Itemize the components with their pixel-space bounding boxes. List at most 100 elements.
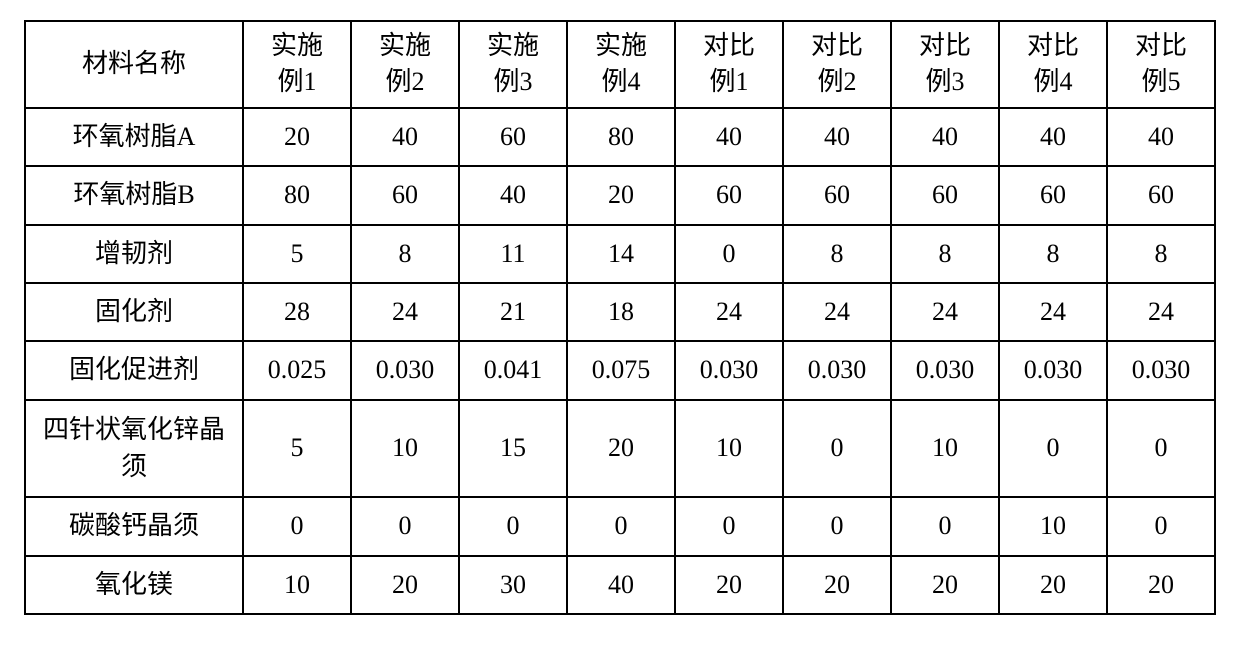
- row-6-c5: 0: [783, 497, 891, 555]
- row-6-c3: 0: [567, 497, 675, 555]
- header-col-3: 实施 例4: [567, 21, 675, 108]
- table-row: 氧化镁 10 20 30 40 20 20 20 20 20: [25, 556, 1215, 614]
- header-col-1-l1: 实施: [356, 28, 454, 64]
- row-0-label: 环氧树脂A: [25, 108, 243, 166]
- row-3-c0: 28: [243, 283, 351, 341]
- row-5-c6: 10: [891, 400, 999, 497]
- row-5-label-l2: 须: [30, 448, 238, 486]
- row-2-c3: 14: [567, 225, 675, 283]
- materials-table: 材料名称 实施 例1 实施 例2 实施 例3 实施 例4: [24, 20, 1216, 615]
- row-4-c7: 0.030: [999, 341, 1107, 399]
- row-7-c2: 30: [459, 556, 567, 614]
- header-col-4: 对比 例1: [675, 21, 783, 108]
- row-6-label: 碳酸钙晶须: [25, 497, 243, 555]
- row-5-c2: 15: [459, 400, 567, 497]
- row-2-c8: 8: [1107, 225, 1215, 283]
- header-col-4-l1: 对比: [680, 28, 778, 64]
- row-6-c7: 10: [999, 497, 1107, 555]
- row-4-c2: 0.041: [459, 341, 567, 399]
- header-col-7-l1: 对比: [1004, 28, 1102, 64]
- header-col-1-l2: 例2: [356, 64, 454, 100]
- row-7-c8: 20: [1107, 556, 1215, 614]
- row-6-c4: 0: [675, 497, 783, 555]
- row-0-c1: 40: [351, 108, 459, 166]
- table-row: 环氧树脂A 20 40 60 80 40 40 40 40 40: [25, 108, 1215, 166]
- row-3-c8: 24: [1107, 283, 1215, 341]
- row-4-c5: 0.030: [783, 341, 891, 399]
- table-row: 固化剂 28 24 21 18 24 24 24 24 24: [25, 283, 1215, 341]
- header-col-6-l2: 例3: [896, 64, 994, 100]
- row-5-c5: 0: [783, 400, 891, 497]
- row-7-c1: 20: [351, 556, 459, 614]
- row-1-c2: 40: [459, 166, 567, 224]
- header-col-1: 实施 例2: [351, 21, 459, 108]
- header-col-6: 对比 例3: [891, 21, 999, 108]
- header-col-3-l2: 例4: [572, 64, 670, 100]
- row-1-c7: 60: [999, 166, 1107, 224]
- row-7-c4: 20: [675, 556, 783, 614]
- row-7-c5: 20: [783, 556, 891, 614]
- row-1-c5: 60: [783, 166, 891, 224]
- row-4-label: 固化促进剂: [25, 341, 243, 399]
- row-1-label: 环氧树脂B: [25, 166, 243, 224]
- materials-table-container: 材料名称 实施 例1 实施 例2 实施 例3 实施 例4: [0, 0, 1240, 635]
- table-row: 固化促进剂 0.025 0.030 0.041 0.075 0.030 0.03…: [25, 341, 1215, 399]
- row-2-c7: 8: [999, 225, 1107, 283]
- row-7-c7: 20: [999, 556, 1107, 614]
- row-6-c1: 0: [351, 497, 459, 555]
- header-name: 材料名称: [25, 21, 243, 108]
- row-7-c6: 20: [891, 556, 999, 614]
- header-col-6-l1: 对比: [896, 28, 994, 64]
- row-5-c4: 10: [675, 400, 783, 497]
- row-0-c0: 20: [243, 108, 351, 166]
- row-1-c1: 60: [351, 166, 459, 224]
- header-col-8-l1: 对比: [1112, 28, 1210, 64]
- header-col-2-l1: 实施: [464, 28, 562, 64]
- row-2-c0: 5: [243, 225, 351, 283]
- row-0-c5: 40: [783, 108, 891, 166]
- header-col-5-l1: 对比: [788, 28, 886, 64]
- header-col-0-l1: 实施: [248, 28, 346, 64]
- row-7-label: 氧化镁: [25, 556, 243, 614]
- row-5-c8: 0: [1107, 400, 1215, 497]
- header-col-8-l2: 例5: [1112, 64, 1210, 100]
- row-0-c2: 60: [459, 108, 567, 166]
- row-1-c0: 80: [243, 166, 351, 224]
- header-col-2-l2: 例3: [464, 64, 562, 100]
- header-col-3-l1: 实施: [572, 28, 670, 64]
- row-4-c8: 0.030: [1107, 341, 1215, 399]
- row-6-c0: 0: [243, 497, 351, 555]
- row-2-c6: 8: [891, 225, 999, 283]
- row-5-label-l1: 四针状氧化锌晶: [30, 411, 238, 449]
- row-4-c1: 0.030: [351, 341, 459, 399]
- row-3-c5: 24: [783, 283, 891, 341]
- row-5-c7: 0: [999, 400, 1107, 497]
- row-3-c4: 24: [675, 283, 783, 341]
- header-col-5: 对比 例2: [783, 21, 891, 108]
- row-0-c6: 40: [891, 108, 999, 166]
- table-row: 增韧剂 5 8 11 14 0 8 8 8 8: [25, 225, 1215, 283]
- header-row: 材料名称 实施 例1 实施 例2 实施 例3 实施 例4: [25, 21, 1215, 108]
- row-2-c1: 8: [351, 225, 459, 283]
- row-6-c6: 0: [891, 497, 999, 555]
- row-4-c0: 0.025: [243, 341, 351, 399]
- row-3-c6: 24: [891, 283, 999, 341]
- row-5-label: 四针状氧化锌晶 须: [25, 400, 243, 497]
- header-col-2: 实施 例3: [459, 21, 567, 108]
- table-row: 四针状氧化锌晶 须 5 10 15 20 10 0 10 0 0: [25, 400, 1215, 497]
- row-4-c6: 0.030: [891, 341, 999, 399]
- table-row: 环氧树脂B 80 60 40 20 60 60 60 60 60: [25, 166, 1215, 224]
- row-6-c2: 0: [459, 497, 567, 555]
- row-1-c3: 20: [567, 166, 675, 224]
- row-6-c8: 0: [1107, 497, 1215, 555]
- header-col-8: 对比 例5: [1107, 21, 1215, 108]
- row-2-c5: 8: [783, 225, 891, 283]
- row-2-c4: 0: [675, 225, 783, 283]
- row-2-label: 增韧剂: [25, 225, 243, 283]
- table-row: 碳酸钙晶须 0 0 0 0 0 0 0 10 0: [25, 497, 1215, 555]
- row-5-c3: 20: [567, 400, 675, 497]
- header-col-7: 对比 例4: [999, 21, 1107, 108]
- row-3-c7: 24: [999, 283, 1107, 341]
- header-col-0: 实施 例1: [243, 21, 351, 108]
- row-3-c2: 21: [459, 283, 567, 341]
